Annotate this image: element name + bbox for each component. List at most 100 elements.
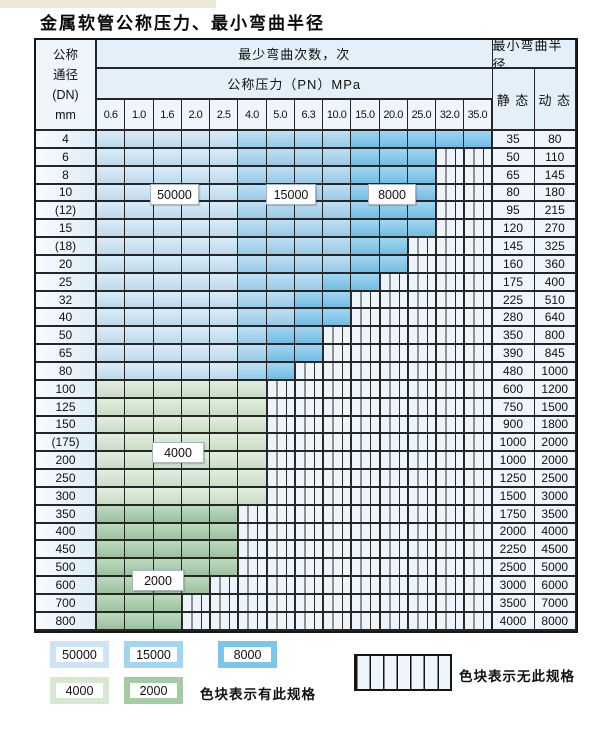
spec-cell-b2 (323, 131, 352, 149)
spec-cell-g1 (210, 416, 239, 435)
spec-cell-g1 (97, 380, 126, 399)
spec-cell-g1 (210, 380, 239, 399)
static-radius-value: 35 (492, 131, 535, 149)
no-spec-cell (351, 541, 380, 560)
spec-cell-g1 (125, 434, 154, 453)
spec-cell-b2 (238, 166, 267, 185)
spec-cell-b3 (323, 291, 352, 310)
spec-cell-b1 (153, 166, 182, 185)
spec-cell-b2 (323, 202, 352, 221)
static-radius-value: 600 (492, 380, 535, 399)
dn-label: 25 (36, 273, 97, 292)
dynamic-radius-value: 2500 (534, 470, 576, 488)
spec-cell-g2 (210, 505, 239, 524)
dn-label: 450 (36, 541, 97, 560)
spec-cell-b2 (238, 291, 267, 310)
static-radius-value: 2250 (492, 541, 535, 560)
no-spec-cell (323, 523, 352, 542)
dynamic-radius-value: 5000 (534, 559, 576, 578)
no-spec-cell (379, 416, 408, 435)
no-spec-cell (323, 470, 352, 488)
no-spec-cell (238, 594, 267, 613)
spec-cell-g1 (97, 487, 126, 506)
dn-label: 40 (36, 309, 97, 328)
spec-cell-b1 (210, 148, 239, 167)
static-radius-value: 2500 (492, 559, 535, 578)
spec-cell-b3 (351, 238, 380, 256)
spec-cell-g2 (153, 505, 182, 524)
no-spec-cell (351, 594, 380, 613)
no-spec-cell (323, 612, 352, 631)
spec-cell-b3 (294, 291, 323, 310)
spec-cell-b2 (323, 220, 352, 239)
pressure-col-header: 25.0 (407, 100, 436, 131)
no-spec-cell (294, 434, 323, 453)
spec-cell-b1 (210, 362, 239, 381)
dynamic-radius-value: 1000 (534, 362, 576, 381)
spec-cell-g2 (210, 541, 239, 560)
no-spec-cell (436, 309, 465, 328)
pressure-col-header: 1.0 (125, 100, 154, 131)
dn-label: 500 (36, 559, 97, 578)
spec-cell-b1 (97, 184, 126, 203)
no-spec-cell (294, 559, 323, 578)
legend-swatch-8000: 8000 (218, 641, 277, 668)
no-spec-cell (351, 612, 380, 631)
no-spec-cell (436, 291, 465, 310)
spec-cell-b3 (407, 220, 436, 239)
no-spec-cell (464, 541, 493, 560)
no-spec-cell (407, 327, 436, 346)
no-spec-cell (436, 184, 465, 203)
spec-cell-b2 (238, 184, 267, 203)
static-radius-value: 480 (492, 362, 535, 381)
no-spec-cell (351, 577, 380, 595)
no-spec-cell (379, 541, 408, 560)
spec-cell-b3 (407, 131, 436, 149)
bend-radius-header: 最小弯曲半径 (492, 40, 576, 69)
spec-cell-b2 (238, 238, 267, 256)
dynamic-radius-value: 400 (534, 273, 576, 292)
pressure-col-header: 5.0 (266, 100, 295, 131)
spec-cell-b1 (181, 220, 210, 239)
no-spec-cell (379, 345, 408, 363)
no-spec-cell (464, 220, 493, 239)
spec-cell-b1 (125, 362, 154, 381)
no-spec-cell (436, 273, 465, 292)
no-spec-cell (407, 541, 436, 560)
spec-cell-b2 (323, 166, 352, 185)
legend-swatch-label: 15000 (136, 647, 171, 662)
spec-cell-b1 (97, 148, 126, 167)
spec-cell-b1 (210, 327, 239, 346)
dynamic-radius-value: 215 (534, 202, 576, 221)
no-spec-cell (379, 487, 408, 506)
no-spec-cell (464, 184, 493, 203)
no-spec-cell (351, 559, 380, 578)
spec-cell-b2 (323, 184, 352, 203)
no-spec-cell (379, 559, 408, 578)
spec-cell-b1 (153, 131, 182, 149)
no-spec-cell (351, 434, 380, 453)
spec-cell-b2 (238, 273, 267, 292)
no-spec-cell (294, 505, 323, 524)
spec-cell-b2 (266, 131, 295, 149)
no-spec-cell (351, 505, 380, 524)
no-spec-cell (266, 398, 295, 417)
spec-cell-g1 (210, 398, 239, 417)
no-spec-cell (436, 434, 465, 453)
band-label-15000: 15000 (266, 184, 316, 205)
spec-cell-g1 (125, 380, 154, 399)
dn-label: (12) (36, 202, 97, 221)
spec-cell-b1 (210, 131, 239, 149)
spec-cell-g1 (97, 452, 126, 471)
spec-cell-b1 (181, 345, 210, 363)
spec-cell-b1 (181, 309, 210, 328)
no-spec-cell (323, 577, 352, 595)
spec-cell-g1 (97, 416, 126, 435)
spec-cell-g1 (125, 416, 154, 435)
spec-cell-b1 (153, 327, 182, 346)
static-radius-value: 280 (492, 309, 535, 328)
spec-cell-b3 (464, 131, 493, 149)
dynamic-radius-value: 4000 (534, 523, 576, 542)
no-spec-cell (436, 559, 465, 578)
no-spec-cell (379, 577, 408, 595)
